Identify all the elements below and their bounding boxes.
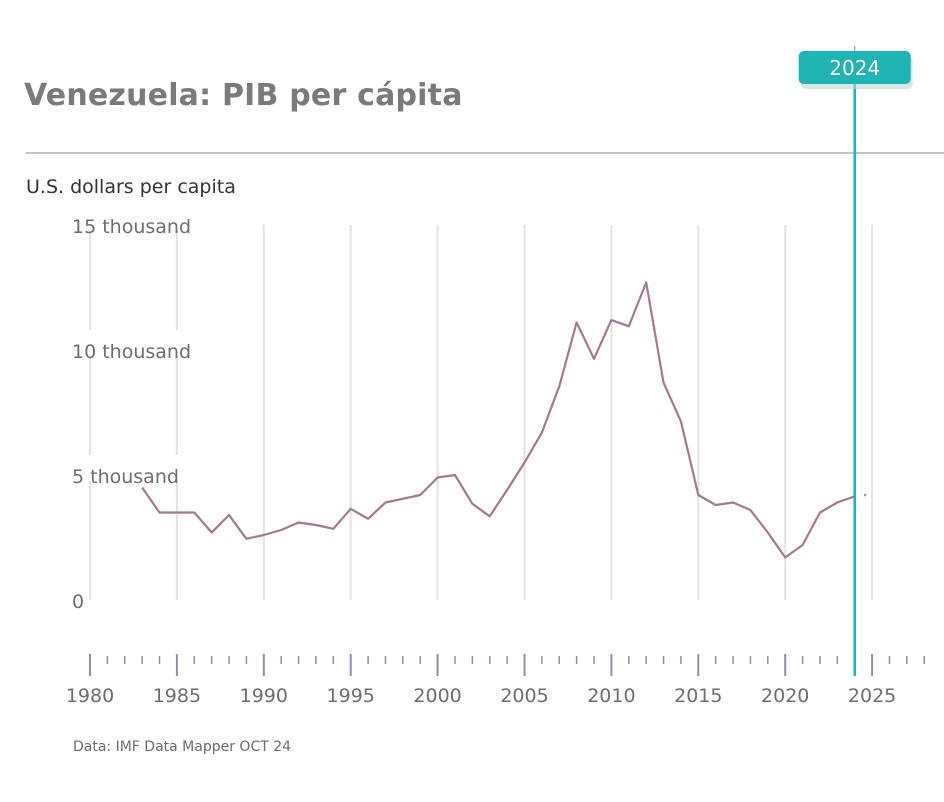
y-tick-bg xyxy=(70,330,191,356)
y-tick-label: 10 thousand xyxy=(72,341,191,363)
x-tick-label: 1995 xyxy=(327,685,375,707)
y-tick-bg xyxy=(70,580,85,606)
x-tick-label: 1990 xyxy=(240,685,288,707)
x-tick-label: 2005 xyxy=(500,685,548,707)
year-highlight: 2024 xyxy=(798,46,913,676)
data-source: Data: IMF Data Mapper OCT 24 xyxy=(73,739,292,755)
gridlines xyxy=(89,225,874,600)
x-tick-label: 2015 xyxy=(674,685,722,707)
y-tick-label: 5 thousand xyxy=(72,466,179,488)
x-tick-label: 2000 xyxy=(413,685,461,707)
projection-marker xyxy=(863,493,867,497)
chart-title: Venezuela: PIB per cápita xyxy=(24,78,463,113)
series-layer xyxy=(141,281,867,559)
y-tick-label: 0 xyxy=(72,591,84,613)
series-line xyxy=(141,281,856,559)
y-tick-bg xyxy=(70,205,191,231)
x-tick-label: 1985 xyxy=(153,685,201,707)
x-tick-label: 2020 xyxy=(761,685,809,707)
title-divider xyxy=(26,152,944,154)
y-axis-ticks: 0 5 thousand 10 thousand 15 thousand xyxy=(70,205,191,613)
x-tick-label: 2010 xyxy=(587,685,635,707)
year-badge-label: 2024 xyxy=(829,56,880,80)
year-badge[interactable] xyxy=(798,51,911,84)
y-axis-unit-label: U.S. dollars per capita xyxy=(26,176,236,198)
x-tick-label: 1980 xyxy=(66,685,114,707)
x-axis: 1980 1985 1990 1995 2000 2005 2010 2015 2020 2025 xyxy=(66,654,925,707)
x-tick-label: 2025 xyxy=(848,685,896,707)
y-tick-label: 15 thousand xyxy=(72,216,191,238)
y-tick-bg xyxy=(70,455,180,481)
